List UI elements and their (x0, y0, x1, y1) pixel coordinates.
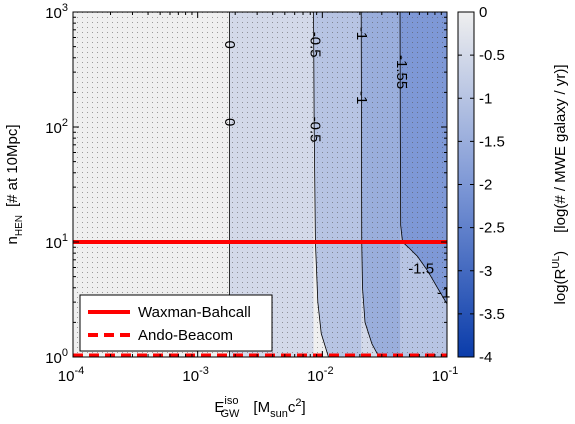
y-tick-label: 101 (45, 232, 68, 252)
colorbar-tick-label: -2 (479, 177, 492, 194)
colorbar-tick-label: -2.5 (479, 220, 505, 237)
contour-lines (229, 12, 447, 357)
y-tick-base: 10 (45, 120, 62, 137)
colorbar-tick-label: -1 (479, 90, 492, 107)
plot-area: 00-0.5-0.5-1-1-1.55-1.5-1 (72, 11, 450, 358)
legend-label: Ando-Beacom (138, 327, 233, 344)
contour-label: -1.5 (408, 261, 434, 278)
colorbar: 0 -0.5 -1 -1.5 -2 -2.5 -3 -3.5 -4 log(RUL) [log(# … (457, 4, 569, 366)
legend-label: Waxman-Bahcall (138, 304, 251, 321)
contour-label: -1 (437, 285, 450, 302)
y-tick-exp: 2 (62, 117, 68, 129)
y-axis-label: nHEN [# at 10Mpc] (4, 124, 25, 244)
x-tick-exp: -1 (448, 365, 458, 377)
x-axis-label-part: c (288, 399, 296, 416)
y-tick-label: 102 (45, 117, 68, 137)
x-axis-label-part: iso (224, 395, 238, 407)
colorbar-label-sup: UL (551, 255, 562, 268)
y-axis-label-sub: HEN (14, 215, 25, 236)
contour-label: -1.55 (393, 55, 410, 89)
legend-box (79, 294, 273, 352)
contour-label: 0 (221, 118, 238, 126)
contour-label: -1 (353, 91, 370, 104)
x-tick-base: 10 (58, 368, 75, 385)
x-axis-label-part: [M (253, 399, 270, 416)
x-tick-label: 10-3 (182, 365, 208, 385)
y-tick-exp: 3 (62, 2, 68, 14)
colorbar-tick-label: -4 (479, 349, 492, 366)
x-axis-label-part: 2 (295, 397, 301, 409)
plot-frame (72, 11, 448, 358)
x-axis-label-part: sun (270, 408, 288, 420)
y-tick-exp: 1 (62, 232, 68, 244)
contour-line (399, 12, 447, 305)
x-axis-label-part: E (214, 399, 224, 416)
contour-line (313, 12, 329, 357)
colorbar-tick-label: -1.5 (479, 133, 505, 150)
legend: Waxman-Bahcall Ando-Beacom (79, 294, 273, 352)
x-tick-label: 10-1 (432, 365, 458, 385)
y-tick-label: 103 (45, 2, 68, 22)
axis-ticks (72, 11, 448, 358)
colorbar-label-end: ) (552, 251, 569, 256)
colorbar-tick-label: -3.5 (479, 306, 505, 323)
y-tick-base: 10 (45, 350, 62, 367)
colorbar-label-top: [log(# / MWE galaxy / yr)] (552, 64, 569, 232)
colorbar-tick-label: -0.5 (479, 47, 505, 64)
y-tick-base: 10 (45, 5, 62, 22)
contour-label: -0.5 (306, 117, 323, 143)
colorbar-tick-label: 0 (479, 4, 487, 21)
x-tick-label: 10-2 (307, 365, 333, 385)
x-axis-label-part: ] (301, 399, 305, 416)
contour-label: -0.5 (306, 32, 323, 58)
x-tick-base: 10 (432, 368, 449, 385)
x-tick-base: 10 (307, 368, 324, 385)
y-axis-label-rest: [# at 10Mpc] (4, 124, 21, 207)
x-tick-label: 10-4 (58, 365, 84, 385)
y-tick-base: 10 (45, 235, 62, 252)
y-tick-label: 100 (45, 347, 68, 367)
contour-label: 0 (221, 40, 238, 48)
contour-line (360, 12, 380, 357)
x-tick-exp: -2 (324, 365, 334, 377)
contour-label: -1 (353, 27, 370, 40)
x-axis-label-part: GW (220, 408, 240, 420)
colorbar-label-bottom: log(R (552, 269, 569, 305)
x-tick-exp: -4 (74, 365, 84, 377)
x-tick-base: 10 (182, 368, 199, 385)
colorbar-tick-label: -3 (479, 263, 492, 280)
x-tick-exp: -3 (199, 365, 209, 377)
y-tick-exp: 0 (62, 347, 68, 359)
y-axis-label-main: n (4, 236, 21, 244)
colorbar-label: log(RUL) [log(# / MWE galaxy / yr)] (551, 64, 569, 304)
x-axis-label: Eiso GW [Msunc2] (214, 395, 305, 420)
